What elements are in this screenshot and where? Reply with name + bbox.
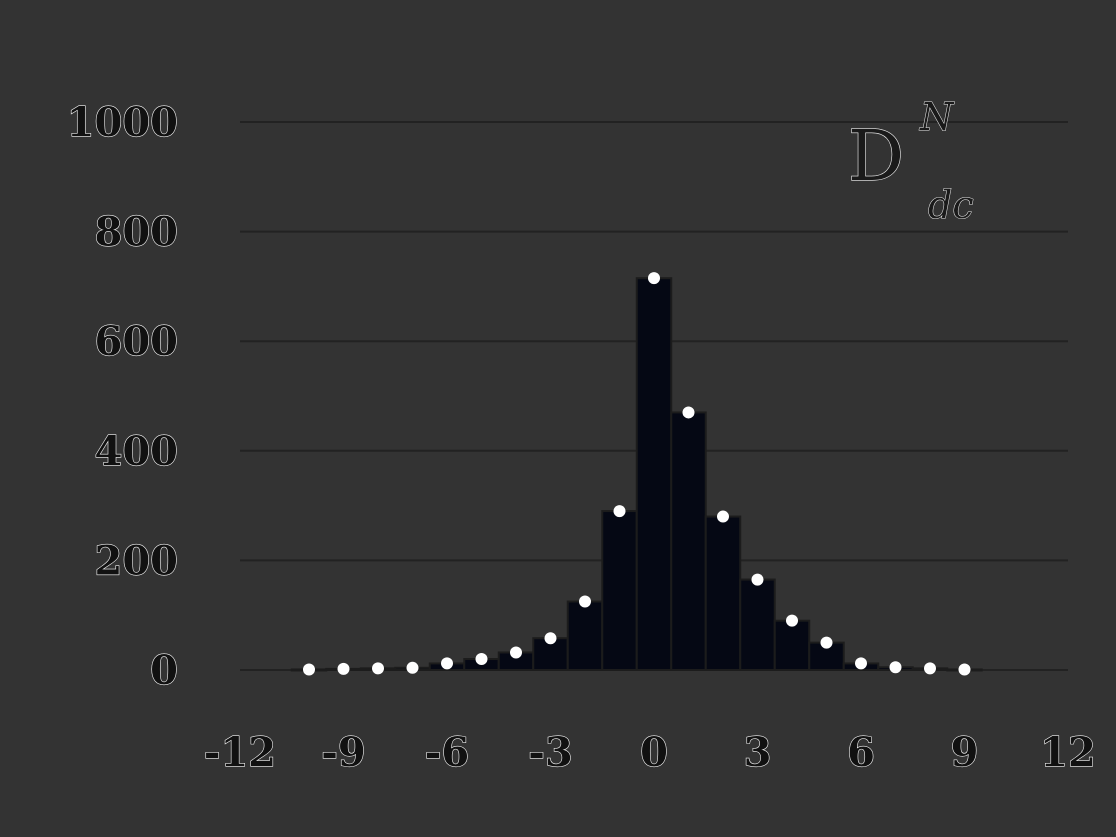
x-tick-label: -3 — [528, 729, 572, 776]
data-point-marker — [958, 663, 971, 676]
data-point-marker — [682, 406, 695, 419]
y-tick-label: 400 — [95, 428, 179, 475]
x-tick-label: -9 — [321, 729, 365, 776]
data-point-marker — [786, 614, 798, 627]
x-tick-label: 9 — [951, 729, 979, 776]
histogram-bar — [635, 277, 673, 671]
data-point-marker — [372, 662, 384, 675]
data-point-marker — [820, 636, 833, 649]
data-point-marker — [510, 646, 522, 659]
data-point-marker — [648, 272, 660, 285]
y-tick-label: 600 — [95, 318, 179, 365]
x-tick-label: -6 — [425, 729, 469, 776]
data-point-marker — [717, 510, 729, 523]
x-tick-label: 3 — [744, 729, 772, 776]
legend-subscript: dc — [928, 183, 974, 227]
legend-superscript: N — [919, 95, 955, 139]
data-point-marker — [751, 573, 764, 586]
data-point-marker — [303, 663, 315, 676]
data-point-marker — [855, 657, 867, 670]
y-axis-ticks: 0 200 400 600 800 1000 — [66, 98, 179, 694]
legend-label: D — [848, 115, 904, 197]
data-point-marker — [441, 657, 453, 670]
x-tick-label: 12 — [1040, 729, 1096, 776]
histogram-bar — [739, 578, 776, 672]
data-point-marker — [889, 661, 902, 674]
x-axis-ticks: -12 -9 -6 -3 0 3 6 9 12 — [203, 728, 1096, 776]
histogram-bar — [601, 510, 638, 671]
y-tick-label: 0 — [150, 647, 178, 694]
data-point-marker — [337, 662, 350, 675]
x-tick-label: 6 — [847, 729, 875, 776]
histogram-bar — [566, 600, 604, 671]
x-tick-label: 0 — [640, 729, 668, 776]
data-point-marker — [924, 662, 936, 675]
histogram-bar — [670, 411, 707, 671]
y-tick-label: 1000 — [67, 99, 178, 146]
data-point-marker — [613, 505, 626, 518]
y-tick-label: 800 — [95, 209, 179, 256]
histogram-bar — [773, 619, 811, 671]
markers — [303, 272, 971, 676]
legend: D N dc — [847, 95, 974, 228]
data-point-marker — [579, 595, 591, 608]
x-tick-label: -12 — [204, 729, 276, 776]
data-point-marker — [406, 661, 419, 674]
y-tick-label: 200 — [95, 537, 179, 584]
histogram-bar — [704, 515, 742, 671]
data-point-marker — [544, 632, 557, 645]
bars — [290, 277, 983, 672]
data-point-marker — [475, 653, 488, 666]
